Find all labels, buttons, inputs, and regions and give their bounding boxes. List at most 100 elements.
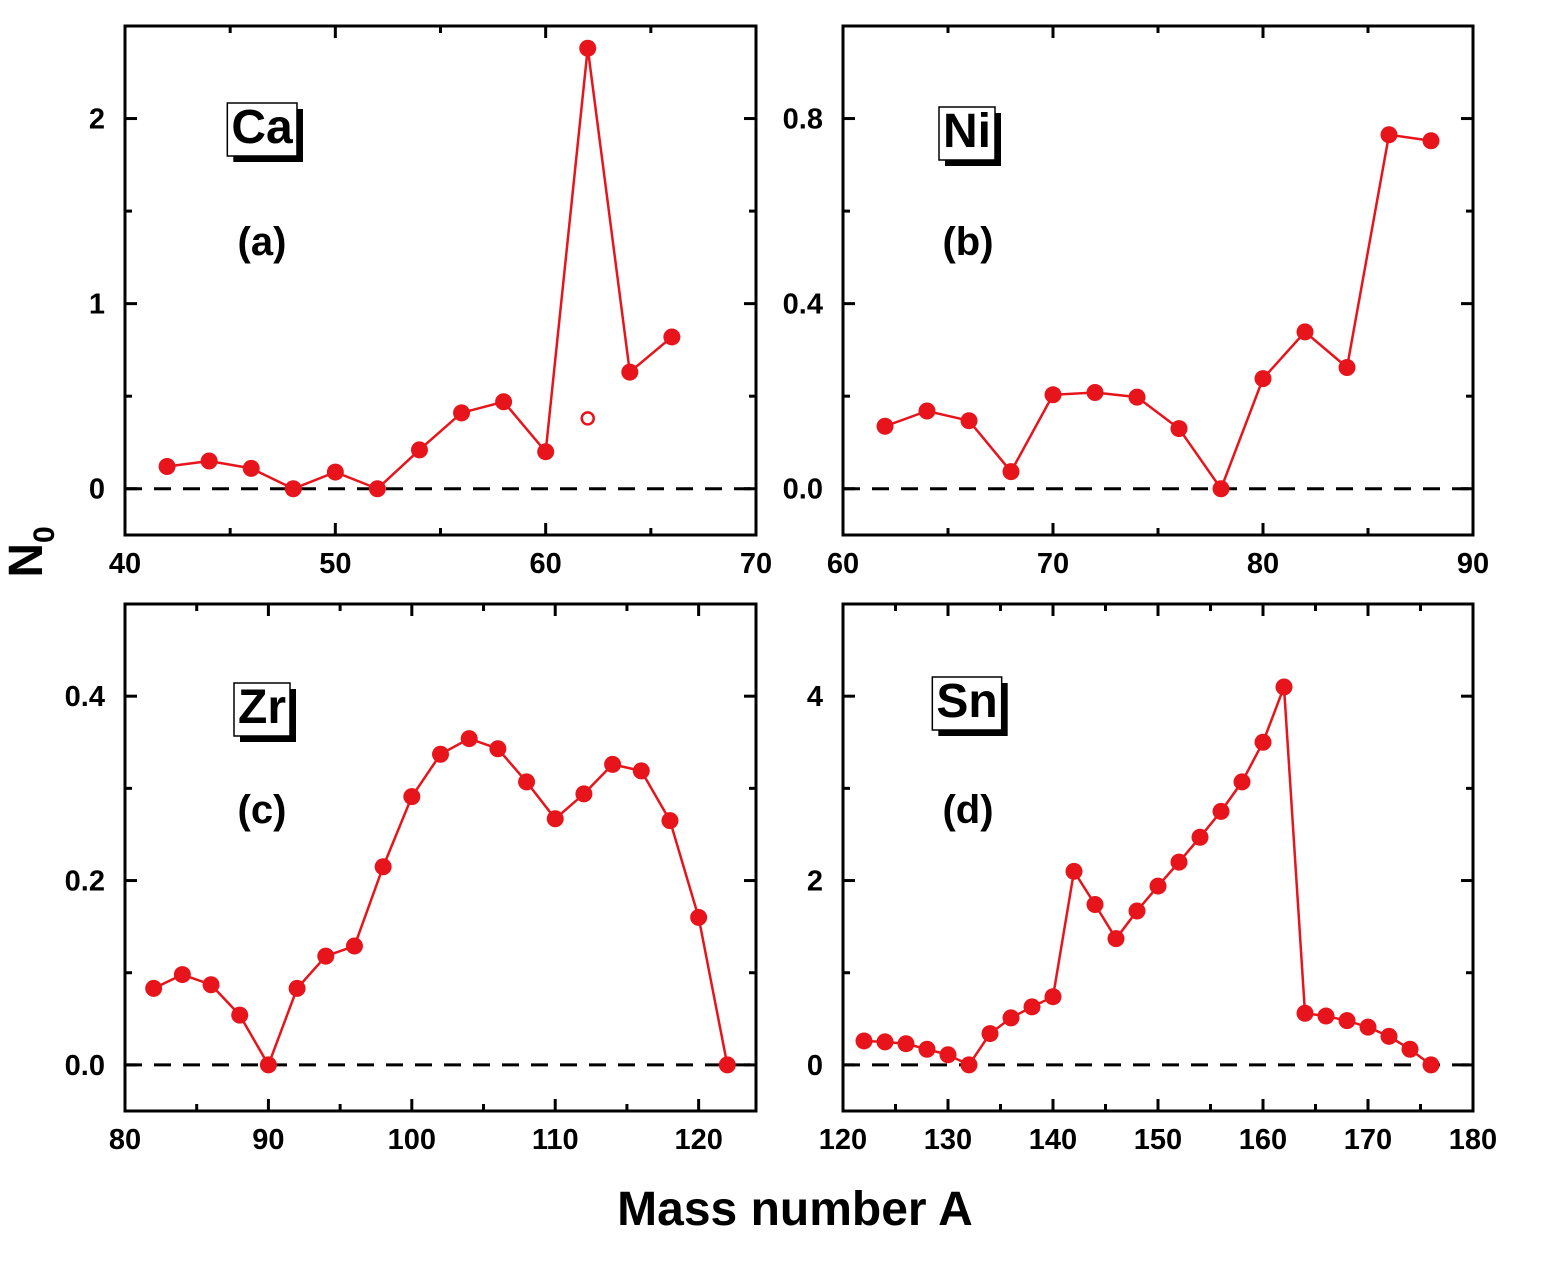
data-point [690, 908, 708, 926]
data-point [518, 773, 536, 791]
data-point [1170, 420, 1188, 438]
x-tick-label: 70 [740, 548, 772, 580]
data-point [403, 788, 421, 806]
data-point [1254, 733, 1272, 751]
data-point [432, 745, 449, 763]
data-point [1212, 802, 1230, 820]
open-data-point [580, 411, 595, 426]
x-tick-label: 150 [1134, 1124, 1182, 1156]
data-point [897, 1035, 915, 1053]
element-label-box [233, 682, 291, 737]
plot-frame [841, 24, 1475, 537]
data-point [259, 1056, 277, 1074]
data-point [1296, 1004, 1314, 1022]
x-tick-label: 90 [1457, 548, 1489, 580]
element-label-box [226, 102, 298, 157]
data-point [1338, 1012, 1356, 1030]
data-point [158, 458, 176, 476]
panel-ca: 40 50 60 70 0 1 2 Ca (a) [89, 24, 772, 580]
data-point [460, 730, 478, 748]
x-tick-label: 160 [1239, 1124, 1287, 1156]
data-point [200, 452, 218, 470]
x-tick-label: 130 [924, 1124, 972, 1156]
x-tick-label: 180 [1449, 1124, 1497, 1156]
plot-frame [123, 24, 758, 537]
data-point [1338, 358, 1356, 376]
element-label-sn: Sn [931, 675, 1008, 736]
data-point [368, 480, 386, 498]
y-tick-label: 0 [89, 474, 105, 506]
data-point [489, 740, 507, 758]
element-label-box [931, 676, 1003, 731]
data-point [718, 1056, 736, 1074]
element-label-box [938, 106, 996, 161]
y-tick-label: 2 [807, 866, 823, 898]
data-point [1359, 1018, 1377, 1036]
data-point [173, 966, 191, 984]
data-point [231, 1006, 249, 1024]
y-tick-label: 0.8 [783, 104, 823, 136]
panel-sn: 120 130 140 150 160 170 180 0 2 4 Sn (d) [807, 602, 1497, 1156]
data-point [1002, 1009, 1020, 1027]
x-tick-label: 170 [1344, 1124, 1392, 1156]
data-point [202, 976, 220, 994]
data-point [876, 417, 894, 435]
data-point [1296, 323, 1314, 341]
data-point [317, 947, 335, 965]
element-label-text: Zr [238, 681, 286, 734]
data-point [1212, 480, 1230, 498]
data-point [918, 402, 936, 420]
data-point [1170, 853, 1188, 871]
data-point [661, 812, 679, 830]
x-tick-label: 140 [1029, 1124, 1077, 1156]
series-line [863, 686, 1432, 1067]
data-point [284, 480, 302, 498]
element-label-zr: Zr [233, 681, 296, 742]
data-point [1380, 1027, 1398, 1045]
data-point [1401, 1040, 1419, 1058]
data-point [326, 463, 344, 481]
data-point [1128, 902, 1146, 920]
data-point [575, 785, 593, 803]
y-tick-label: 0.4 [65, 681, 105, 713]
data-point [1044, 988, 1062, 1006]
series-line [884, 133, 1432, 492]
x-tick-label: 100 [388, 1124, 436, 1156]
data-point [288, 979, 306, 997]
data-point [876, 1033, 894, 1051]
x-tick-label: 50 [319, 548, 351, 580]
element-label-text: Ca [231, 101, 293, 154]
data-point [410, 441, 428, 459]
element-label-text: Ni [943, 105, 991, 158]
data-point [1422, 132, 1440, 150]
x-tick-label: 80 [1247, 548, 1279, 580]
x-tick-label: 60 [530, 548, 562, 580]
data-point [1317, 1007, 1335, 1025]
x-tick-label: 90 [252, 1124, 284, 1156]
y-tick-label: 0.0 [65, 1050, 105, 1082]
x-tick-label: 70 [1037, 548, 1069, 580]
data-point [145, 979, 163, 997]
element-label-ni: Ni [938, 105, 1001, 166]
data-point [1149, 877, 1167, 895]
panel-label: (b) [942, 220, 993, 264]
y-axis-title: N0 [0, 526, 61, 577]
y-tick-label: 0.2 [65, 866, 105, 898]
data-point [1065, 862, 1083, 880]
panel-zr: 80 90 100 110 120 0.0 0.2 0.4 Zr (c) [65, 602, 758, 1156]
y-tick-label: 2 [89, 104, 105, 136]
y-axis-title-subscript: 0 [28, 526, 61, 543]
y-tick-label: 4 [807, 681, 823, 713]
data-point [537, 443, 555, 461]
plot-frame [123, 602, 758, 1113]
element-label-ca: Ca [226, 101, 303, 162]
data-point [1023, 998, 1041, 1016]
x-tick-label: 40 [109, 548, 141, 580]
data-point [632, 762, 650, 780]
panel-ni: 60 70 80 90 0.0 0.4 0.8 Ni (b) [783, 24, 1489, 580]
data-point [374, 858, 392, 876]
data-point [1422, 1056, 1440, 1074]
x-axis-title: Mass number A [617, 1183, 973, 1236]
y-tick-label: 0 [807, 1050, 823, 1082]
